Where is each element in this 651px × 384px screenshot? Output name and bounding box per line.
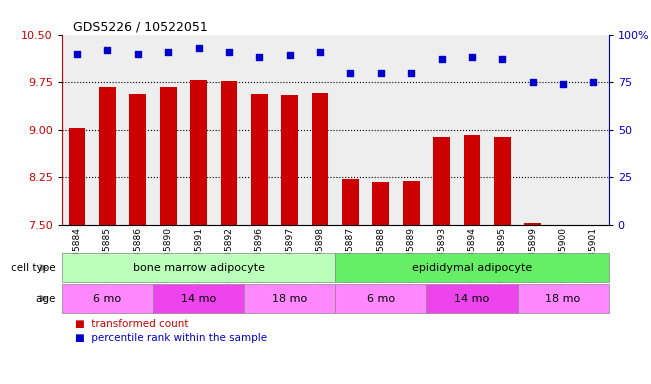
Bar xyxy=(555,225,572,226)
Bar xyxy=(494,137,510,225)
Point xyxy=(376,70,386,76)
Text: GDS5226 / 10522051: GDS5226 / 10522051 xyxy=(73,20,208,33)
Point xyxy=(345,70,355,76)
Text: epididymal adipocyte: epididymal adipocyte xyxy=(412,263,532,273)
Point xyxy=(102,47,113,53)
Bar xyxy=(190,80,207,225)
Point xyxy=(315,49,326,55)
Point xyxy=(436,56,447,62)
Text: ■  transformed count: ■ transformed count xyxy=(75,319,188,329)
Text: ■  percentile rank within the sample: ■ percentile rank within the sample xyxy=(75,333,267,343)
Bar xyxy=(525,223,541,225)
Text: 14 mo: 14 mo xyxy=(181,293,216,304)
Point xyxy=(406,70,417,76)
Text: 18 mo: 18 mo xyxy=(546,293,581,304)
Bar xyxy=(312,93,329,225)
Bar xyxy=(251,94,268,225)
Text: 18 mo: 18 mo xyxy=(272,293,307,304)
Bar xyxy=(372,182,389,225)
Bar xyxy=(434,137,450,225)
Point xyxy=(497,56,508,62)
Text: cell type: cell type xyxy=(10,263,59,273)
Point xyxy=(193,45,204,51)
Bar xyxy=(130,94,146,225)
Point xyxy=(527,79,538,85)
Text: age: age xyxy=(36,293,59,304)
Point xyxy=(224,49,234,55)
Bar xyxy=(159,87,176,225)
Text: 6 mo: 6 mo xyxy=(93,293,122,304)
Text: bone marrow adipocyte: bone marrow adipocyte xyxy=(133,263,264,273)
Point xyxy=(467,54,477,60)
Bar xyxy=(464,135,480,225)
Point xyxy=(163,49,173,55)
Bar xyxy=(221,81,237,225)
Point xyxy=(72,51,82,57)
Bar xyxy=(281,95,298,225)
Text: 6 mo: 6 mo xyxy=(367,293,395,304)
Point xyxy=(558,81,568,87)
Bar xyxy=(69,128,85,225)
Bar xyxy=(99,86,116,225)
Bar xyxy=(342,179,359,225)
Bar xyxy=(403,181,419,225)
Text: 14 mo: 14 mo xyxy=(454,293,490,304)
Point xyxy=(284,52,295,58)
Point xyxy=(589,79,599,85)
Point xyxy=(133,51,143,57)
Point xyxy=(254,54,264,60)
